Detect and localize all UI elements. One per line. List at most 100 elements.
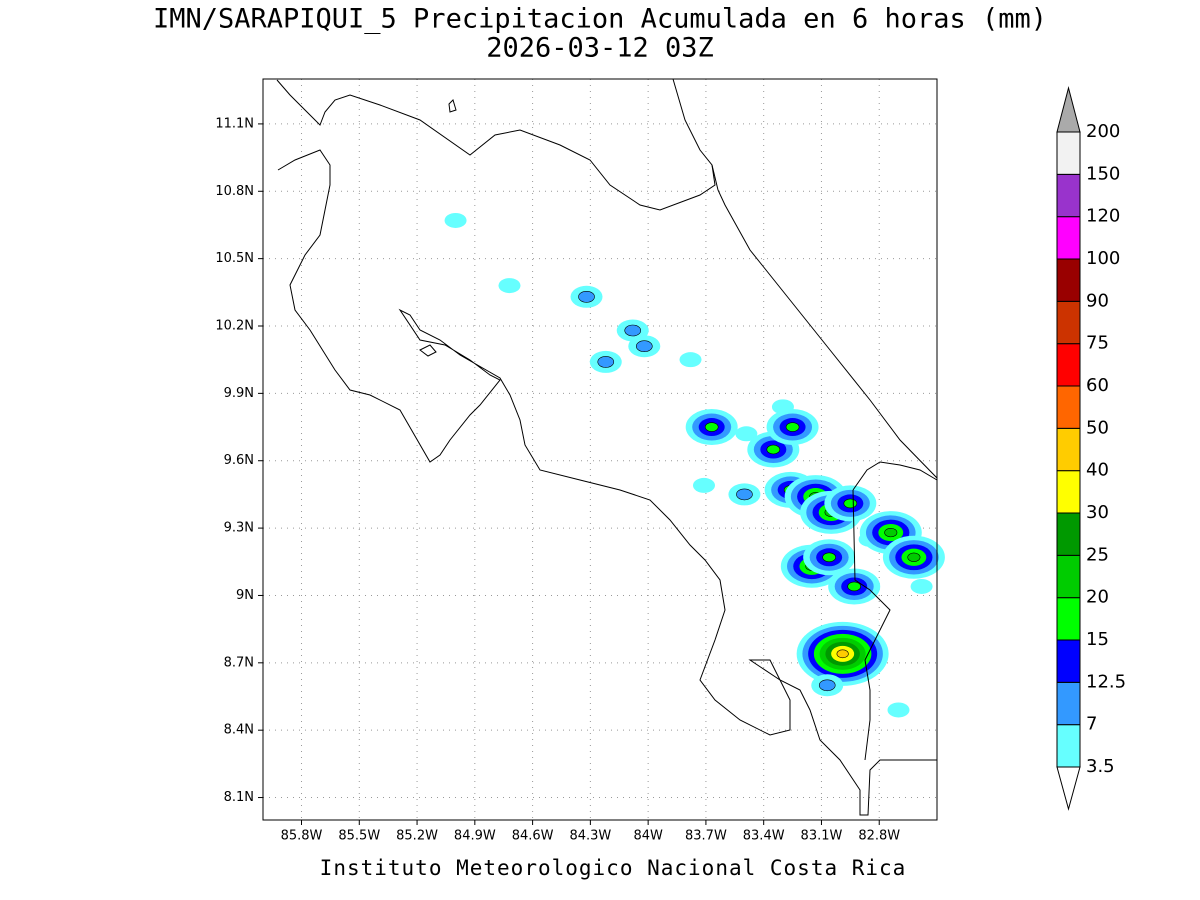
footer: Instituto Meteorologico Nacional Costa R…: [320, 856, 907, 880]
colorbar-label: 3.5: [1086, 756, 1115, 777]
x-tick-label: 84W: [633, 829, 663, 844]
precip-contour: [771, 399, 794, 415]
y-tick-label: 10.8N: [215, 184, 254, 199]
colorbar-segment: [1056, 724, 1081, 768]
precip-contour: [578, 291, 595, 303]
coastlines: [276, 78, 938, 816]
x-tick-label: 84.3W: [569, 829, 611, 844]
precip-cell: [628, 335, 661, 358]
colorbar-label: 200: [1086, 121, 1120, 142]
precip-cell: [766, 409, 819, 446]
border: [852, 461, 938, 491]
precip-contour: [785, 422, 800, 432]
precip-contour: [836, 649, 849, 659]
coastline: [711, 164, 938, 479]
precip-cell: [444, 212, 467, 228]
x-tick-label: 83.1W: [801, 829, 843, 844]
precip-contour: [766, 444, 781, 455]
precip-contour: [822, 552, 836, 563]
colorbar-label: 30: [1086, 502, 1109, 523]
colorbar: 3.5 7 12.5 15 20 25 30 40 50 60 75 90 100 120 150 200: [1056, 86, 1126, 811]
colorbar-label: 90: [1086, 290, 1109, 311]
border: [852, 489, 891, 761]
colorbar-segment: [1056, 258, 1081, 302]
colorbar-segment: [1056, 597, 1081, 641]
colorbar-segment: [1056, 343, 1081, 387]
precip-cell: [728, 483, 761, 506]
x-tick-label: 84.9W: [454, 829, 496, 844]
x-tick-label: 82.8W: [858, 829, 900, 844]
colorbar-segment: [1056, 639, 1081, 683]
grid: [263, 79, 937, 820]
x-tick-label: 83.7W: [685, 829, 727, 844]
x-tick-label: 84.6W: [512, 829, 554, 844]
colorbar-segment: [1056, 385, 1081, 429]
precip-contour: [735, 426, 758, 442]
precip-contour: [597, 356, 615, 368]
precip-contour: [887, 702, 910, 718]
precip-cell: [735, 426, 758, 442]
colorbar-segment: [1056, 131, 1081, 175]
precip-cell: [692, 477, 715, 493]
colorbar-segment: [1056, 554, 1081, 599]
subtitle: 2026-03-12 03Z: [486, 33, 714, 64]
colorbar-segment: [1056, 512, 1081, 556]
colorbar-label: 120: [1086, 206, 1120, 227]
colorbar-label: 60: [1086, 375, 1109, 396]
precip-cell: [824, 485, 877, 522]
precip-contour: [884, 527, 898, 538]
colorbar-over: [1056, 86, 1081, 133]
precip-cell: [679, 352, 702, 368]
island: [448, 99, 457, 113]
precip-contour: [847, 581, 861, 592]
precip-contour: [679, 352, 702, 368]
colorbar-label: 25: [1086, 544, 1109, 565]
colorbar-segment: [1056, 470, 1081, 514]
y-tick-label: 11.1N: [215, 116, 254, 131]
colorbar-label: 100: [1086, 248, 1120, 269]
y-tick-label: 9.9N: [224, 386, 254, 401]
precip-cell: [887, 702, 910, 718]
colorbar-segment: [1056, 216, 1081, 260]
x-tick-label: 85.8W: [281, 829, 323, 844]
precip-cell: [570, 285, 603, 308]
y-tick-label: 10.5N: [215, 251, 254, 266]
colorbar-label: 20: [1086, 587, 1109, 608]
x-tick-label: 85.2W: [396, 829, 438, 844]
colorbar-segment: [1056, 173, 1081, 218]
precip-cell: [811, 674, 844, 697]
plot-frame: [262, 78, 938, 821]
coastline: [277, 149, 937, 816]
title: IMN/SARAPIQUI_5 Precipitacion Acumulada …: [153, 4, 1047, 35]
colorbar-segment: [1056, 681, 1081, 726]
axes: 85.8W 85.5W 85.2W 84.9W 84.6W 84.3W 84W 83.7W 83…: [215, 116, 900, 843]
colorbar-label: 75: [1086, 333, 1109, 354]
colorbar-label: 12.5: [1086, 671, 1126, 692]
precip-contour: [704, 422, 719, 432]
colorbar-label: 150: [1086, 163, 1120, 184]
precip-contour: [444, 212, 467, 228]
colorbar-label: 7: [1086, 714, 1097, 735]
precip-contour: [843, 498, 858, 509]
precip-contour: [736, 488, 753, 501]
x-tick-label: 83.4W: [743, 829, 785, 844]
y-tick-label: 8.4N: [224, 723, 254, 738]
y-tick-label: 10.2N: [215, 319, 254, 334]
y-tick-label: 9N: [236, 588, 254, 603]
precip-contour: [624, 324, 642, 337]
precip-contour: [692, 477, 715, 493]
colorbar-label: 15: [1086, 629, 1109, 650]
precip-cell: [589, 350, 622, 373]
precip-cell: [803, 539, 856, 576]
colorbar-label: 50: [1086, 417, 1109, 438]
precip-cell: [771, 399, 794, 415]
coastline: [276, 78, 716, 211]
precip-contour: [498, 278, 521, 294]
precipitation: [444, 212, 945, 718]
colorbar-segment: [1056, 427, 1081, 472]
x-tick-label: 85.5W: [338, 829, 380, 844]
y-tick-label: 8.7N: [224, 655, 254, 670]
precip-cell: [796, 621, 889, 686]
